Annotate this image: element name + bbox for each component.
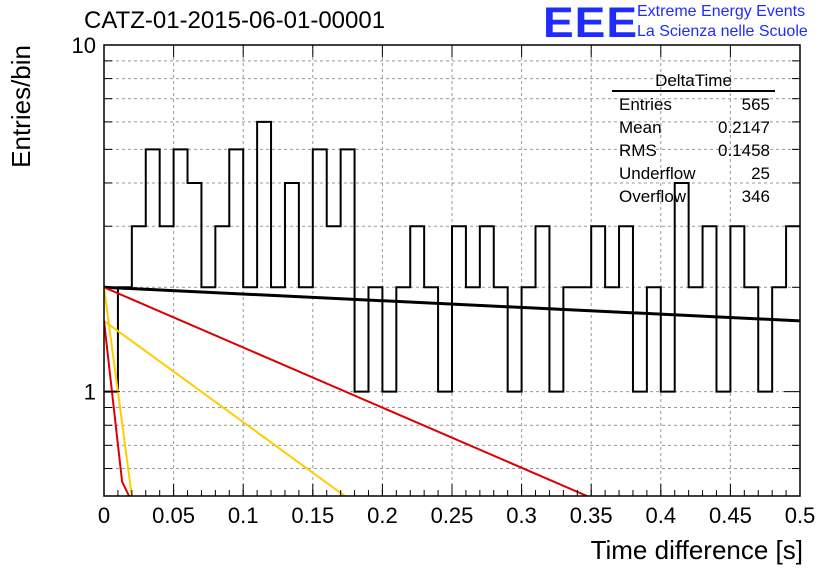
fit-line-orange [104,320,346,496]
stats-value-overflow: 346 [742,187,770,206]
stats-value-rms: 0.1458 [718,141,770,160]
logo-line-2: La Scienza nelle Scuole [637,23,808,40]
y-tick-label: 10 [72,33,96,58]
x-tick-label: 0.05 [152,503,195,528]
x-tick-label: 0.25 [431,503,474,528]
x-tick-label: 0.5 [785,503,816,528]
fit-line-black [104,285,800,323]
stats-value-mean: 0.2147 [718,118,770,137]
logo-line-1: Extreme Energy Events [637,3,806,20]
y-tick-label: 1 [84,380,96,405]
x-tick-label: 0.1 [228,503,259,528]
stats-title: DeltaTime [655,71,732,90]
stats-value-entries: 565 [742,95,770,114]
x-tick-label: 0.45 [709,503,752,528]
x-axis-label: Time difference [s] [591,535,803,565]
stats-label-entries: Entries [619,95,672,114]
x-tick-label: 0.15 [291,503,334,528]
fit-line-red [104,286,588,496]
histogram-steps [104,120,800,393]
stats-label-overflow: Overflow [619,187,687,206]
chart-title: CATZ-01-2015-06-01-00001 [84,7,386,34]
eee-logo: EEE [543,0,639,47]
stats-label-rms: RMS [619,141,657,160]
x-tick-label: 0.2 [367,503,398,528]
stats-label-underflow: Underflow [619,164,696,183]
y-axis-label: Entries/bin [6,45,36,168]
fit-line-red [104,320,130,496]
x-tick-label: 0.3 [506,503,537,528]
stats-value-underflow: 25 [751,164,770,183]
x-tick-label: 0 [98,503,110,528]
x-tick-label: 0.35 [570,503,613,528]
stats-label-mean: Mean [619,118,662,137]
x-tick-label: 0.4 [646,503,677,528]
